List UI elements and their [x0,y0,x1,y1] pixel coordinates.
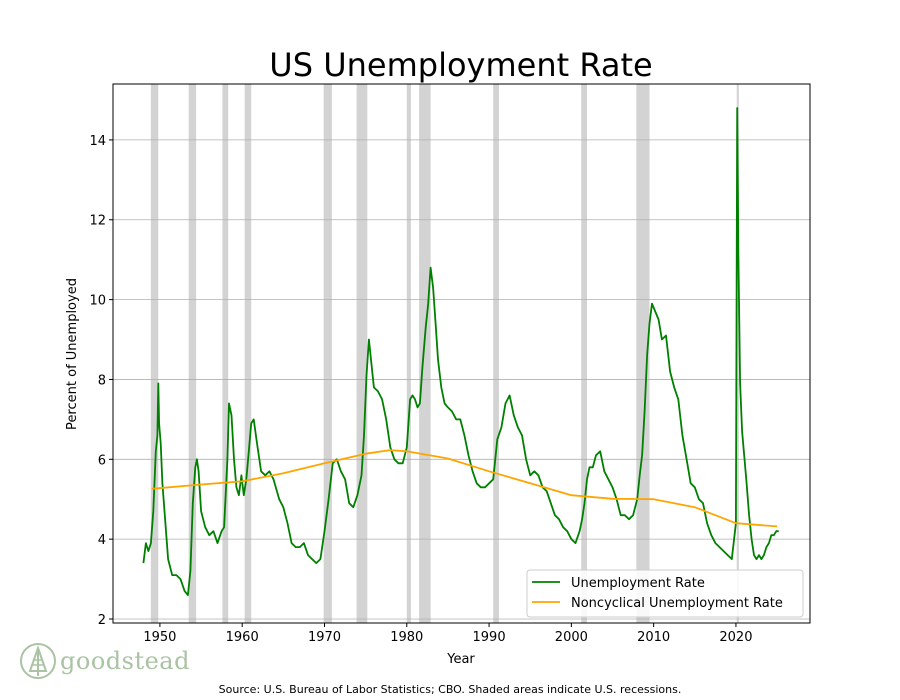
y-tick-label-6: 6 [98,453,106,468]
y-tick-label-8: 8 [98,373,106,388]
y-tick-label-2: 2 [98,613,106,628]
recession-band-3 [244,84,252,623]
x-tick-label-2010: 2010 [637,630,670,645]
x-axis-label: Year [446,652,475,667]
recession-band-8 [493,84,499,623]
x-tick-label-1970: 1970 [308,630,341,645]
recession-band-4 [323,84,332,623]
y-axis-label: Percent of Unemployed [65,278,80,430]
chart-title: US Unemployment Rate [269,46,652,84]
recession-band-7 [419,84,431,623]
y-tick-label-4: 4 [98,533,106,548]
recession-band-5 [356,84,368,623]
brand-name: goodstead [60,647,190,675]
recession-band-6 [406,84,411,623]
recession-band-0 [150,84,159,623]
legend-box [526,569,804,618]
x-tick-label-1980: 1980 [390,630,423,645]
x-tick-label-1990: 1990 [473,630,506,645]
x-tick-label-2020: 2020 [719,630,752,645]
legend-label-noncyclical: Noncyclical Unemployment Rate [571,596,783,611]
source-note: Source: U.S. Bureau of Labor Statistics;… [218,683,682,696]
y-tick-label-12: 12 [89,214,106,229]
y-tick-label-14: 14 [89,134,106,149]
series-line-0 [142,107,779,596]
x-tick-label-2000: 2000 [555,630,588,645]
recession-band-10 [636,84,650,623]
y-tick-label-10: 10 [89,294,106,309]
legend-label-unemployment: Unemployment Rate [571,576,705,591]
x-tick-label-1950: 1950 [143,630,176,645]
recession-band-11 [736,84,739,623]
recession-band-2 [222,84,229,623]
brand-logo: goodstead [20,642,190,680]
recession-band-1 [188,84,197,623]
tree-icon [20,643,56,679]
x-tick-label-1960: 1960 [226,630,259,645]
plot-frame [112,83,811,624]
recession-band-9 [581,84,587,623]
series-line-1 [151,449,778,528]
legend: Unemployment Rate Noncyclical Unemployme… [526,569,804,618]
plot-area: 1950 1960 1970 1980 1990 2000 2010 2020 2 4 6 8 10 12… [89,83,811,645]
